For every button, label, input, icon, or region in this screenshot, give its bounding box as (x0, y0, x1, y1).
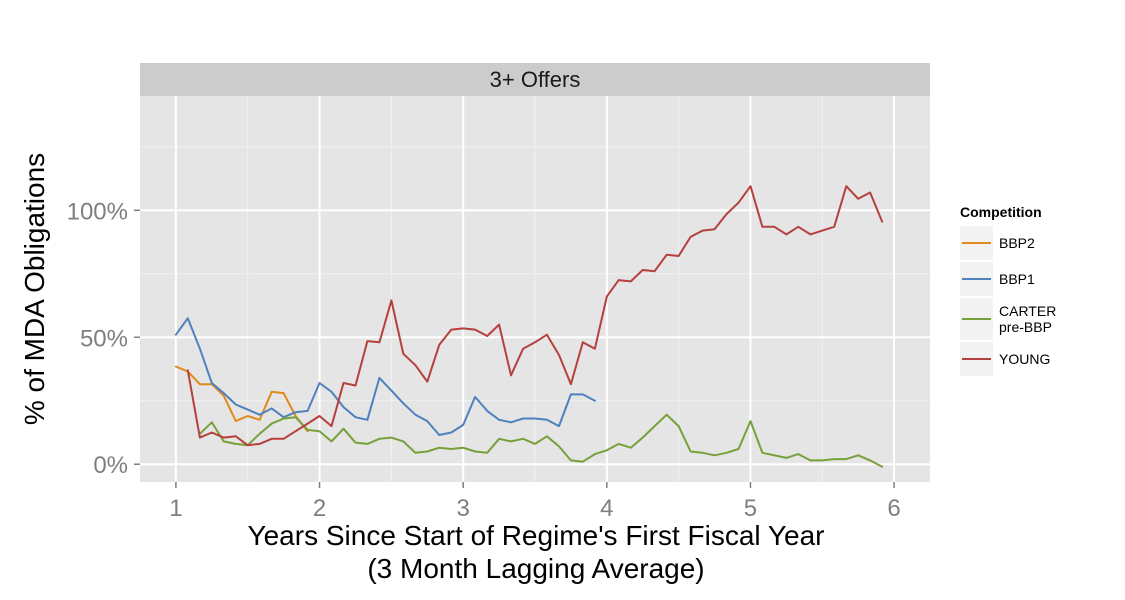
x-tick-label: 2 (313, 495, 326, 522)
legend-label: YOUNG (999, 351, 1050, 367)
x-tick-label: 6 (887, 495, 900, 522)
series-line-carter-pre-bbp (198, 413, 884, 468)
legend-label: CARTER (999, 303, 1056, 319)
x-axis: 1 2 3 4 5 6 (169, 482, 901, 522)
minor-gridlines (140, 96, 930, 482)
facet-strip-label: 3+ Offers (490, 67, 581, 92)
y-tick-label: 100% (67, 198, 128, 225)
x-axis-title-line-1: Years Since Start of Regime's First Fisc… (248, 520, 825, 551)
legend-item-bbp1: BBP1 (960, 262, 1035, 296)
series-line-bbp2 (174, 365, 309, 433)
y-tick-label: 0% (93, 452, 128, 479)
series-line-young (186, 185, 884, 447)
facet-strip: 3+ Offers (140, 63, 930, 96)
y-axis-title: % of MDA Obligations (19, 153, 50, 425)
major-gridlines (140, 96, 930, 482)
y-axis: 0% 50% 100% (67, 198, 140, 479)
x-tick-label: 4 (600, 495, 613, 522)
legend-label: BBP2 (999, 235, 1035, 251)
series-lines (174, 185, 884, 468)
legend-label: BBP1 (999, 271, 1035, 287)
facet-strip-background (140, 63, 930, 96)
legend-label: pre-BBP (999, 319, 1052, 335)
series-line-bbp1 (174, 317, 596, 436)
legend-title: Competition (960, 204, 1042, 220)
x-axis-title-line-2: (3 Month Lagging Average) (367, 553, 704, 584)
x-tick-label: 5 (744, 495, 757, 522)
x-tick-label: 3 (457, 495, 470, 522)
x-tick-label: 1 (169, 495, 182, 522)
legend-item-young: YOUNG (960, 342, 1050, 376)
legend-item-bbp2: BBP2 (960, 226, 1035, 260)
y-tick-label: 50% (80, 325, 128, 352)
